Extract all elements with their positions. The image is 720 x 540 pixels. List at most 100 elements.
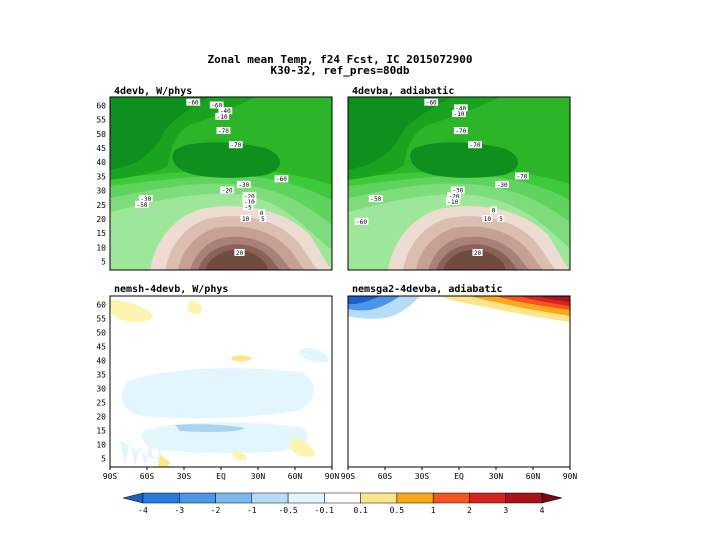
colorbar-label: -0.5 bbox=[278, 506, 297, 515]
temperature-field bbox=[348, 97, 570, 270]
contour-label-box bbox=[240, 214, 251, 222]
colorbar-segment bbox=[122, 492, 144, 504]
y-tick-label: 15 bbox=[96, 427, 106, 436]
figure-title: Zonal mean Temp, f24 Fcst, IC 2015072900 bbox=[208, 53, 473, 66]
contour-label-box bbox=[234, 248, 245, 256]
contour-label-box bbox=[216, 127, 231, 135]
y-tick-label: 20 bbox=[96, 215, 106, 224]
x-tick-label: 30N bbox=[489, 472, 504, 481]
panel-bottom-right: nemsga2-4devba, adiabatic 90S 60S 30S EQ 30N… bbox=[341, 283, 578, 481]
contour-label-box bbox=[228, 141, 243, 149]
contour-label-box bbox=[497, 214, 505, 222]
contour-label-box bbox=[452, 110, 466, 118]
figure-subtitle: K30-32, ref_pres=80db bbox=[270, 64, 409, 77]
y-tick-label: 15 bbox=[96, 229, 106, 238]
colorbar-label: -2 bbox=[211, 506, 221, 515]
contour-label: -20 bbox=[449, 193, 460, 200]
contour-label-box bbox=[209, 101, 224, 109]
contour-label: 5 bbox=[499, 216, 503, 223]
contour-label: -70 bbox=[230, 142, 241, 149]
contour-label-box bbox=[482, 214, 493, 222]
colorbar-label: 0.1 bbox=[353, 506, 368, 515]
contour-label-box bbox=[135, 200, 149, 208]
panel-title: nemsh-4devb, W/phys bbox=[114, 284, 228, 295]
y-tick-label: 45 bbox=[96, 342, 106, 351]
contour-label: -20 bbox=[222, 188, 233, 195]
contour-label: -60 bbox=[426, 100, 437, 107]
y-tick-label: 60 bbox=[96, 300, 106, 309]
panel-bottom-left: nemsh-4devb, W/phys 60 55 50 45 40 35 30 25 20 15… bbox=[96, 284, 339, 481]
contour-label: 10 bbox=[484, 216, 492, 223]
contour-labels: -60 -60-40-10-70-70-30-60-20-20-10-50510-… bbox=[135, 98, 289, 257]
contour-label: 10 bbox=[242, 216, 250, 223]
y-tick-label: 20 bbox=[96, 413, 106, 422]
x-tick-label: 60S bbox=[140, 472, 155, 481]
contour-label-box bbox=[447, 192, 461, 200]
contour-label-box bbox=[242, 192, 257, 200]
contour-label: -60 bbox=[356, 219, 367, 226]
colorbar-label: -1 bbox=[247, 506, 257, 515]
contour-label-box bbox=[472, 248, 483, 256]
colorbar-segment bbox=[541, 492, 563, 504]
y-axis-ticks: 60 55 50 45 40 35 30 25 20 15 10 5 bbox=[96, 300, 106, 463]
x-tick-label: 90S bbox=[103, 472, 118, 481]
contour-label-box bbox=[450, 186, 465, 194]
y-tick-label: 5 bbox=[101, 455, 106, 464]
contour-label: -10 bbox=[447, 199, 458, 206]
y-tick-label: 45 bbox=[96, 144, 106, 153]
colorbar-segment bbox=[287, 492, 325, 504]
x-tick-label: 60N bbox=[288, 472, 303, 481]
x-tick-label: 30N bbox=[251, 472, 266, 481]
y-tick-label: 50 bbox=[96, 328, 106, 337]
x-tick-label: 30S bbox=[177, 472, 192, 481]
y-tick-label: 10 bbox=[96, 441, 106, 450]
contour-label: -10 bbox=[454, 111, 465, 118]
colorbar-segment bbox=[142, 492, 180, 504]
contour-label: -70 bbox=[455, 128, 466, 135]
contour-label-box bbox=[236, 180, 251, 188]
contour-label-box bbox=[453, 127, 468, 135]
panel-title: 4devb, W/phys bbox=[114, 86, 192, 97]
contour-label: 20 bbox=[474, 250, 482, 257]
contour-label: -70 bbox=[470, 142, 481, 149]
contour-label: -40 bbox=[455, 105, 466, 112]
colorbar-segment bbox=[215, 492, 253, 504]
contour-label-box bbox=[490, 206, 497, 214]
y-tick-label: 55 bbox=[96, 314, 106, 323]
colorbar-label: -3 bbox=[174, 506, 184, 515]
contour-label: -10 bbox=[217, 114, 228, 121]
contour-label: -5 bbox=[245, 205, 253, 212]
contour-label-box bbox=[445, 197, 460, 205]
contour-label: -50 bbox=[137, 202, 148, 209]
contour-label-box bbox=[218, 107, 233, 115]
colorbar-label: 2 bbox=[467, 506, 472, 515]
colorbar-segment bbox=[324, 492, 361, 504]
x-tick-label: 60N bbox=[526, 472, 541, 481]
contour-labels: -60-40-10-70-70-70-30-30-20-10-500510-60… bbox=[354, 98, 529, 257]
contour-label-box bbox=[138, 195, 153, 203]
contour-label: -60 bbox=[276, 176, 287, 183]
contour-label-box bbox=[258, 209, 265, 217]
contour-label: -20 bbox=[244, 193, 255, 200]
colorbar-segment bbox=[505, 492, 543, 504]
y-tick-label: 40 bbox=[96, 356, 106, 365]
colorbar-segment bbox=[360, 492, 398, 504]
y-tick-label: 30 bbox=[96, 187, 106, 196]
difference-field bbox=[110, 296, 332, 467]
panel-title: 4devba, adiabatic bbox=[352, 85, 454, 97]
x-tick-label: EQ bbox=[216, 472, 226, 481]
contour-label: -30 bbox=[452, 188, 463, 195]
panel-top-right: 4devba, adiabatic -60-40-10-70-70-70-30-… bbox=[347, 85, 571, 271]
contour-label: -30 bbox=[497, 182, 508, 189]
y-tick-label: 55 bbox=[96, 116, 106, 125]
colorbar-segment bbox=[179, 492, 216, 504]
y-tick-label: 25 bbox=[96, 201, 106, 210]
contour-label: -70 bbox=[516, 173, 527, 180]
y-tick-label: 35 bbox=[96, 370, 106, 379]
contour-label-box bbox=[515, 172, 529, 180]
contour-label: 20 bbox=[236, 250, 244, 257]
y-tick-label: 5 bbox=[101, 257, 106, 266]
colorbar-segment bbox=[396, 492, 434, 504]
contour-label: 0 bbox=[260, 210, 264, 217]
